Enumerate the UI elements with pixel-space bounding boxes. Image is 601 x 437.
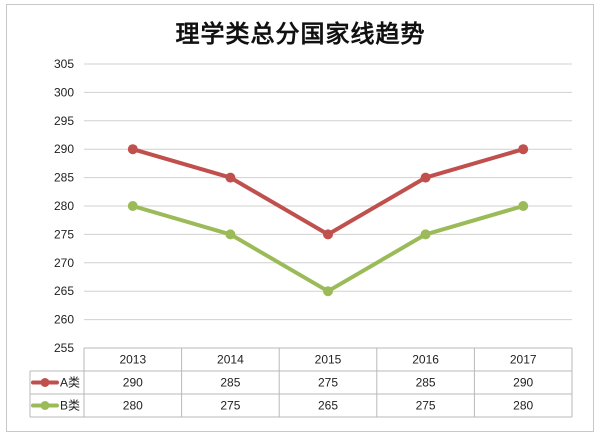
y-tick-label: 300 [54,85,74,99]
data-table-value: 265 [318,399,338,413]
data-point [323,286,333,297]
data-table-value: 275 [416,399,436,413]
data-point [127,144,138,155]
data-table-value: 290 [513,376,533,390]
data-point [225,172,236,183]
x-tick-label: 2017 [510,353,537,367]
legend-marker [40,401,50,410]
y-tick-label: 290 [54,142,74,156]
data-point [420,229,431,240]
y-tick-label: 305 [54,57,74,71]
data-table-value: 290 [123,376,143,390]
y-tick-label: 280 [54,199,74,213]
data-table-value: 275 [220,399,240,413]
y-tick-label: 285 [54,171,74,185]
series-line [130,204,526,294]
series-lines [127,144,529,297]
chart-title: 理学类总分国家线趋势 [175,19,426,48]
y-axis-ticks: 255 260 265 270 275 280 285 290 295 300 305 [54,57,74,355]
y-tick-label: 275 [54,227,74,241]
x-tick-label: 2013 [119,353,146,367]
x-tick-label: 2015 [315,353,342,367]
data-table: 2013 2014 2015 2016 2017 A类 290 285 275 285 290 B类 2… [29,347,573,418]
data-table-value: 275 [318,376,338,390]
y-tick-label: 295 [54,114,74,128]
data-point [127,201,138,211]
y-tick-label: 270 [54,256,74,270]
gridlines [84,63,572,349]
legend-label: B类 [60,399,80,413]
data-table-value: 285 [220,376,240,390]
x-tick-label: 2014 [217,353,244,367]
data-point [518,201,529,211]
data-table-value: 280 [513,399,533,413]
data-table-value: 280 [123,399,143,413]
data-point [323,229,333,240]
data-point [420,172,431,183]
data-point [225,229,236,240]
legend-marker [40,378,50,387]
y-tick-label: 255 [54,341,74,355]
data-point [518,144,529,155]
x-tick-label: 2016 [412,353,439,367]
y-tick-label: 260 [54,313,74,327]
legend-label: A类 [60,376,80,390]
data-table-value: 285 [416,376,436,390]
y-tick-label: 265 [54,284,74,298]
